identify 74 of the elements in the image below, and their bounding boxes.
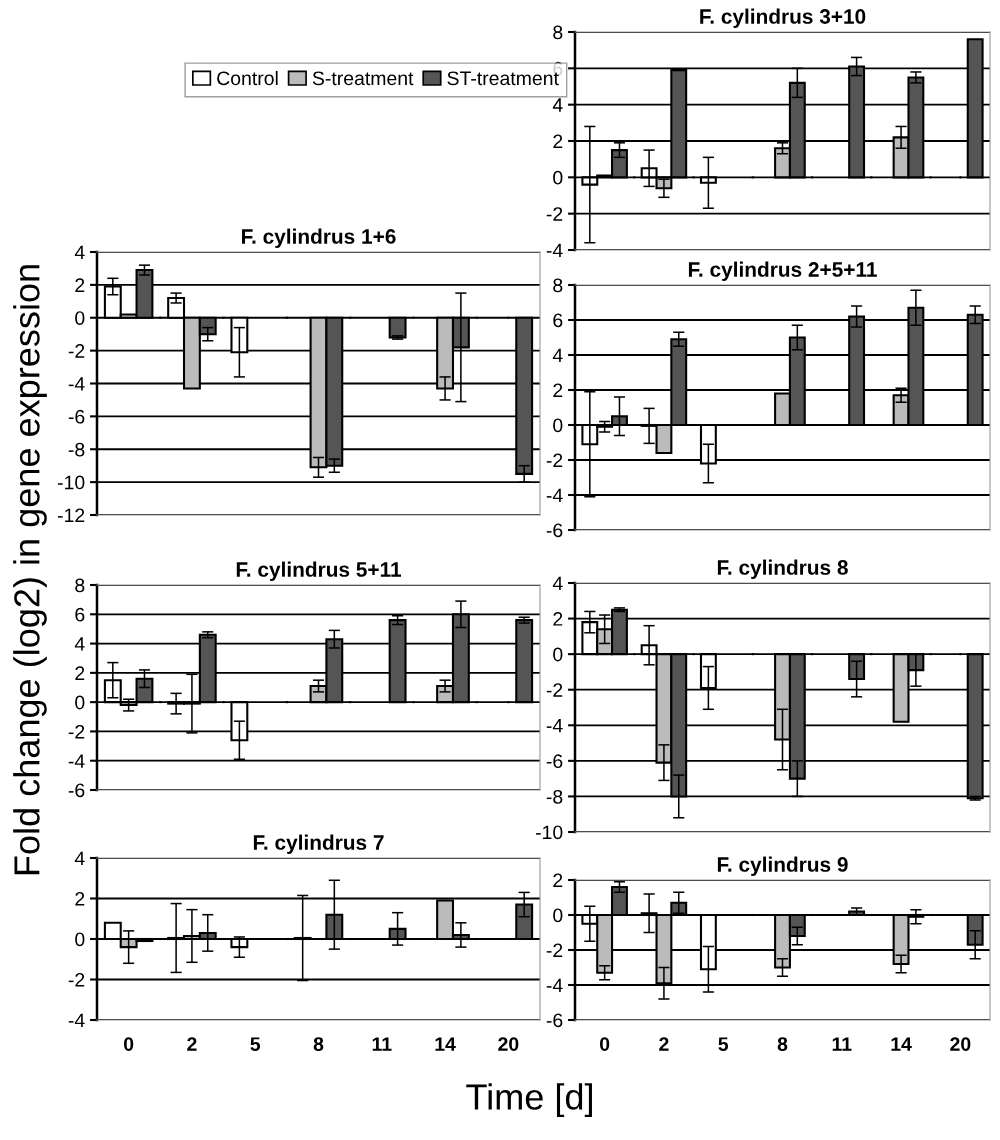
y-tick-label: 8 bbox=[553, 25, 563, 40]
y-tick-label: -6 bbox=[546, 754, 563, 769]
y-tick-label: 6 bbox=[553, 313, 563, 328]
y-tick-label: 2 bbox=[553, 383, 563, 398]
y-tick-label: 4 bbox=[74, 245, 85, 260]
y-tick-label: -6 bbox=[68, 409, 85, 424]
x-tick-label: 5 bbox=[250, 1037, 261, 1051]
x-tick-label: 8 bbox=[313, 1037, 324, 1051]
y-tick-label: 2 bbox=[553, 873, 563, 888]
y-tick-label: 2 bbox=[75, 666, 85, 680]
y-tick-label: 0 bbox=[553, 647, 563, 662]
x-tick-label: 14 bbox=[891, 1037, 912, 1051]
x-tick-label: 14 bbox=[435, 1037, 456, 1051]
y-tick-label: 4 bbox=[74, 637, 85, 651]
y-axis-title: Fold change (log2) in gene expression bbox=[13, 265, 47, 875]
y-tick-label: -8 bbox=[68, 442, 85, 457]
y-tick-label: -6 bbox=[546, 1013, 563, 1028]
y-tick-label: 2 bbox=[75, 278, 85, 292]
y-tick-label: -4 bbox=[546, 488, 563, 503]
chart-title: F. cylindrus 9 bbox=[717, 856, 848, 876]
y-tick-label: -12 bbox=[57, 508, 85, 523]
y-tick-label: 0 bbox=[75, 311, 85, 325]
x-tick-label: 0 bbox=[600, 1037, 610, 1051]
x-tick-label: 5 bbox=[718, 1037, 729, 1051]
y-tick-label: -6 bbox=[68, 783, 85, 798]
y-tick-label: 2 bbox=[553, 612, 563, 626]
y-tick-label: -4 bbox=[68, 377, 85, 391]
x-tick-label: 2 bbox=[187, 1037, 197, 1051]
chart-title: F. cylindrus 1+6 bbox=[242, 228, 396, 248]
y-tick-label: -4 bbox=[68, 754, 85, 768]
chart-title: F. cylindrus 2+5+11 bbox=[688, 261, 877, 281]
y-tick-label: -4 bbox=[68, 1013, 85, 1028]
x-tick-label: 2 bbox=[659, 1037, 669, 1051]
y-tick-label: 6 bbox=[75, 607, 85, 622]
x-axis-title: Time [d] bbox=[466, 1083, 592, 1117]
y-tick-label: 2 bbox=[75, 891, 85, 906]
y-tick-label: 0 bbox=[553, 170, 563, 185]
y-tick-label: 4 bbox=[552, 348, 563, 363]
x-tick-label: 0 bbox=[124, 1037, 134, 1051]
y-tick-label: -2 bbox=[68, 344, 85, 358]
y-tick-label: 0 bbox=[75, 932, 85, 947]
y-tick-label: -2 bbox=[546, 943, 563, 958]
y-tick-label: -2 bbox=[546, 683, 563, 697]
y-tick-label: -2 bbox=[68, 972, 85, 987]
y-tick-label: -10 bbox=[57, 475, 85, 490]
y-tick-label: 0 bbox=[553, 908, 563, 923]
y-tick-label: 4 bbox=[74, 851, 85, 866]
y-tick-label: 0 bbox=[553, 418, 563, 433]
x-tick-label: 20 bbox=[950, 1037, 971, 1051]
x-tick-label: 11 bbox=[832, 1037, 852, 1051]
y-tick-label: -4 bbox=[546, 243, 563, 258]
chart-title: F. cylindrus 5+11 bbox=[236, 561, 402, 581]
y-tick-label: -2 bbox=[546, 453, 563, 468]
y-tick-label: 4 bbox=[552, 98, 563, 112]
y-tick-label: -4 bbox=[546, 978, 563, 993]
y-tick-label: -2 bbox=[68, 724, 85, 739]
legend-label: S-treatment bbox=[312, 71, 414, 86]
y-tick-label: 0 bbox=[75, 695, 85, 710]
y-tick-label: -8 bbox=[546, 789, 563, 804]
y-tick-label: 2 bbox=[553, 134, 563, 149]
x-tick-label: 20 bbox=[498, 1037, 519, 1051]
legend-label: Control bbox=[217, 70, 278, 86]
y-tick-label: 4 bbox=[552, 576, 563, 591]
chart-title: F. cylindrus 3+10 bbox=[700, 8, 866, 28]
y-tick-label: -10 bbox=[535, 825, 563, 840]
y-tick-label: 8 bbox=[553, 278, 563, 293]
y-tick-label: -6 bbox=[546, 523, 563, 538]
chart-title: F. cylindrus 7 bbox=[253, 834, 384, 854]
x-tick-label: 11 bbox=[372, 1037, 392, 1051]
x-tick-label: 8 bbox=[777, 1037, 788, 1051]
y-tick-label: -2 bbox=[546, 207, 563, 221]
y-tick-label: -4 bbox=[546, 718, 563, 733]
chart-title: F. cylindrus 8 bbox=[717, 559, 848, 579]
y-tick-label: 8 bbox=[75, 578, 85, 593]
